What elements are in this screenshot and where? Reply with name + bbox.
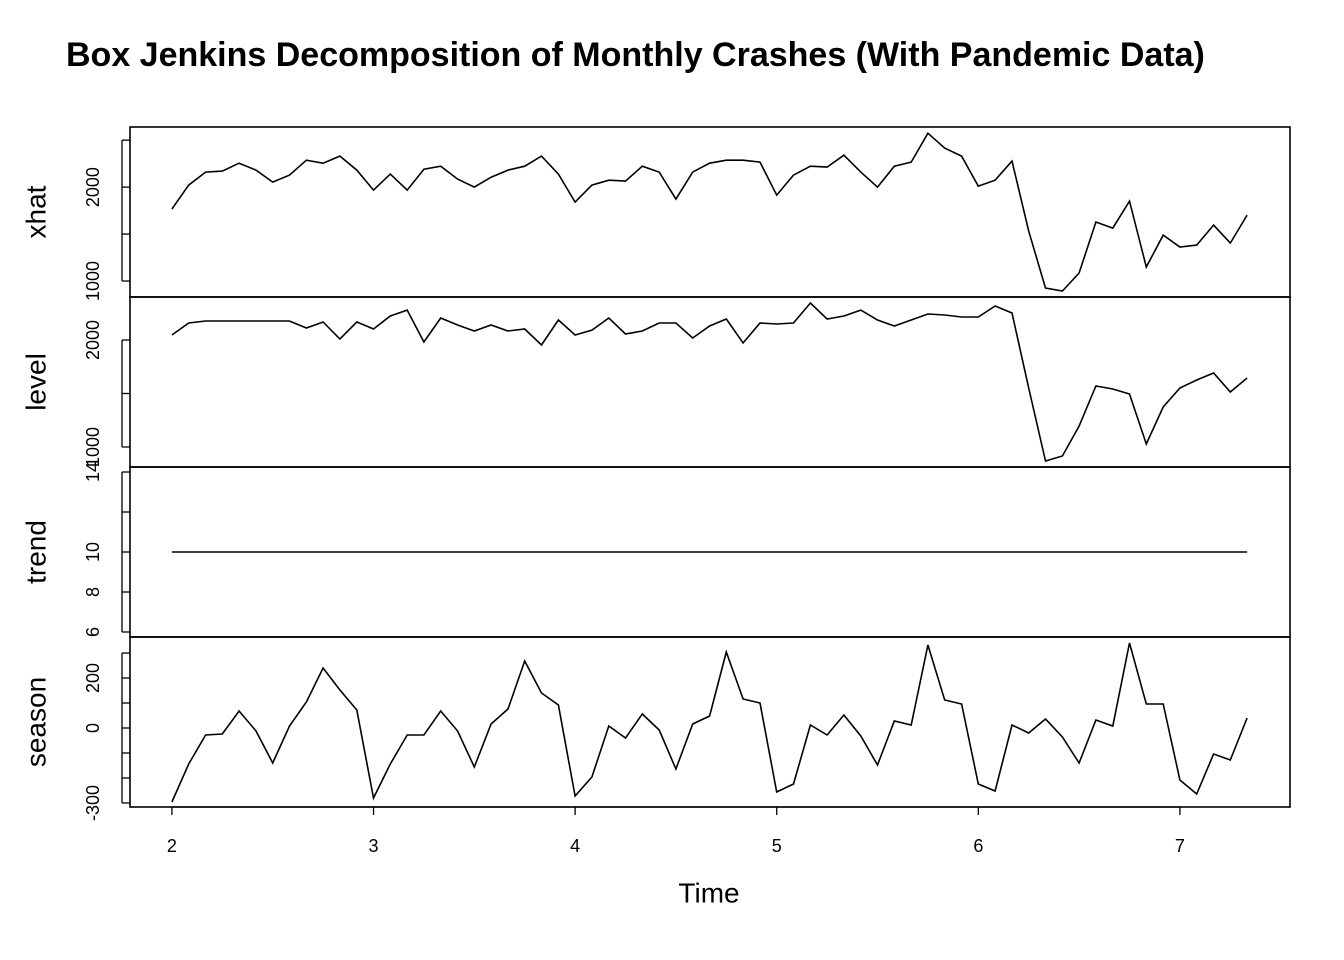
- series-line: [171, 131, 1248, 292]
- y-tick-label: 10: [83, 542, 103, 562]
- chart-title: Box Jenkins Decomposition of Monthly Cra…: [66, 36, 1205, 74]
- y-axis-label: xhat: [20, 185, 51, 238]
- y-tick-label: 1000: [83, 261, 103, 301]
- y-tick-label: 1000: [83, 427, 103, 467]
- y-tick-label: 200: [83, 663, 103, 693]
- series-line: [171, 642, 1248, 803]
- panel-frame: [129, 126, 1291, 298]
- x-tick-label: 3: [369, 836, 379, 856]
- x-axis-label: Time: [678, 877, 739, 908]
- y-tick-label: 8: [83, 587, 103, 597]
- x-tick-label: 5: [772, 836, 782, 856]
- series-line: [171, 301, 1248, 463]
- y-tick-label: 6: [83, 627, 103, 637]
- y-axis-label: season: [20, 677, 51, 767]
- y-tick-label: 0: [83, 723, 103, 733]
- y-tick-label: 14: [83, 462, 103, 482]
- y-axis-label: trend: [20, 520, 51, 584]
- x-tick-label: 2: [167, 836, 177, 856]
- y-axis-label: level: [20, 353, 51, 411]
- x-tick-label: 7: [1175, 836, 1185, 856]
- y-tick-label: 2000: [83, 167, 103, 207]
- panel-frame: [129, 636, 1291, 808]
- panel-frame: [129, 296, 1291, 468]
- y-tick-label: 2000: [83, 320, 103, 360]
- y-tick-label: -300: [83, 785, 103, 821]
- x-tick-label: 4: [570, 836, 580, 856]
- x-tick-label: 6: [973, 836, 983, 856]
